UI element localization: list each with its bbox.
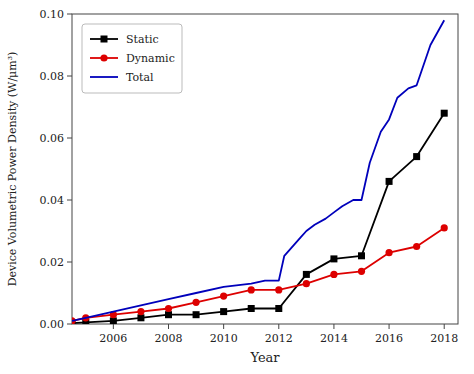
x-tick-label: 2010 bbox=[210, 332, 238, 345]
x-tick bbox=[278, 324, 279, 329]
series-line bbox=[72, 228, 444, 321]
x-tick bbox=[333, 324, 334, 329]
series-marker bbox=[165, 305, 172, 312]
y-tick-label: 0.10 bbox=[40, 8, 65, 21]
y-tick-label: 0.00 bbox=[40, 318, 65, 331]
x-axis-label: Year bbox=[249, 350, 280, 365]
y-tick-label: 0.06 bbox=[40, 132, 65, 145]
plot-frame bbox=[72, 14, 458, 324]
series-marker bbox=[358, 268, 365, 275]
y-tick bbox=[67, 262, 72, 263]
legend-label: Total bbox=[126, 71, 154, 84]
series-marker bbox=[441, 224, 448, 231]
legend-marker bbox=[100, 54, 107, 61]
x-tick bbox=[389, 324, 390, 329]
series-marker bbox=[303, 271, 310, 278]
series-marker bbox=[330, 271, 337, 278]
series-marker bbox=[220, 293, 227, 300]
legend-marker bbox=[101, 36, 108, 43]
legend-label: Dynamic bbox=[126, 52, 175, 65]
series-marker bbox=[248, 286, 255, 293]
x-tick-label: 2006 bbox=[99, 332, 127, 345]
series-marker bbox=[165, 311, 172, 318]
series-marker bbox=[275, 305, 282, 312]
series-marker bbox=[441, 110, 448, 117]
x-tick-label: 2014 bbox=[320, 332, 348, 345]
series-marker bbox=[303, 280, 310, 287]
chart: 2006 2008 2010 2012 2014 2016 2018 0.00 0.02 0.04… bbox=[0, 0, 474, 374]
y-tick bbox=[67, 76, 72, 77]
series-marker bbox=[413, 153, 420, 160]
series-marker bbox=[386, 178, 393, 185]
x-tick bbox=[113, 324, 114, 329]
y-tick-label: 0.02 bbox=[40, 256, 65, 269]
legend-swatch bbox=[90, 76, 118, 78]
series-marker bbox=[192, 299, 199, 306]
y-tick-label: 0.08 bbox=[40, 70, 65, 83]
series-marker bbox=[137, 314, 144, 321]
y-tick bbox=[67, 324, 72, 325]
series-marker bbox=[385, 249, 392, 256]
x-tick-label: 2016 bbox=[375, 332, 403, 345]
x-tick-label: 2008 bbox=[155, 332, 183, 345]
series-line bbox=[72, 113, 444, 323]
x-tick bbox=[168, 324, 169, 329]
series-marker bbox=[110, 317, 117, 324]
y-axis-label: Device Volumetric Power Density (W/μm³) bbox=[6, 52, 19, 287]
series-marker bbox=[330, 255, 337, 262]
x-tick-label: 2012 bbox=[265, 332, 293, 345]
y-tick bbox=[67, 138, 72, 139]
legend-box bbox=[82, 24, 182, 93]
series-marker bbox=[248, 305, 255, 312]
series-marker bbox=[220, 308, 227, 315]
series-marker bbox=[275, 286, 282, 293]
series-marker bbox=[358, 252, 365, 259]
series-marker bbox=[137, 308, 144, 315]
axes: 2006 2008 2010 2012 2014 2016 2018 0.00 0.02 0.04… bbox=[6, 8, 458, 365]
series-marker bbox=[193, 311, 200, 318]
y-tick-label: 0.04 bbox=[40, 194, 65, 207]
series-line bbox=[72, 20, 444, 321]
x-tick bbox=[444, 324, 445, 329]
x-tick-label: 2018 bbox=[430, 332, 458, 345]
series-marker bbox=[413, 243, 420, 250]
y-tick bbox=[67, 200, 72, 201]
x-tick bbox=[223, 324, 224, 329]
data bbox=[72, 20, 448, 324]
legend-label: Static bbox=[126, 33, 159, 46]
y-tick bbox=[67, 14, 72, 15]
legend: Static Dynamic Total bbox=[82, 24, 182, 93]
